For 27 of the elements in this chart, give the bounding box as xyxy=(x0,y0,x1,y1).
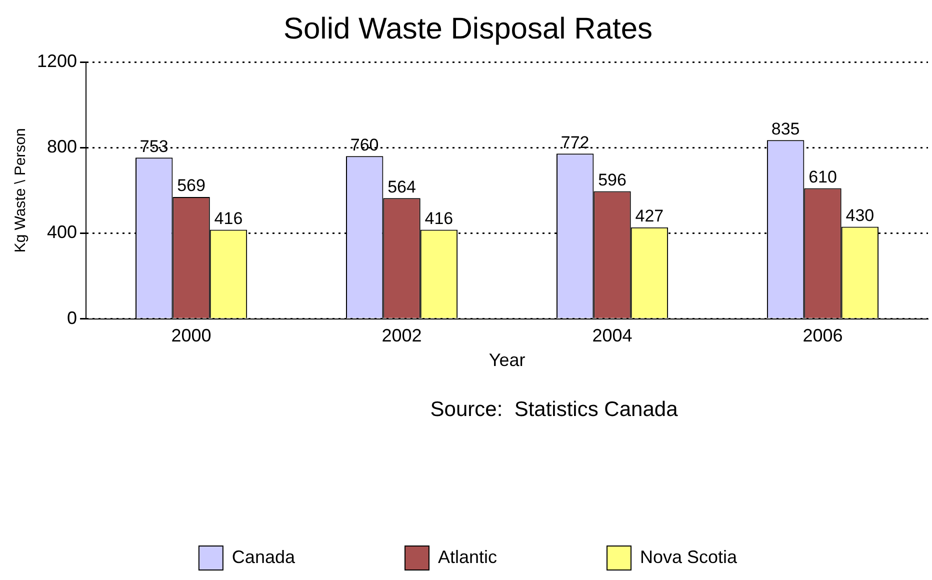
chart-title: Solid Waste Disposal Rates xyxy=(283,12,653,46)
x-axis-title: Year xyxy=(488,350,526,370)
data-label: 416 xyxy=(214,208,243,228)
y-tick-label: 400 xyxy=(46,222,78,242)
data-label: 835 xyxy=(771,119,800,138)
legend-label: Atlantic xyxy=(438,546,498,567)
data-label: 610 xyxy=(808,167,837,186)
y-axis-title: Kg Waste \ Person xyxy=(12,128,30,253)
x-tick-label: 2004 xyxy=(592,326,632,346)
data-label: 430 xyxy=(846,206,874,225)
data-label: 772 xyxy=(560,132,590,152)
data-label: 564 xyxy=(388,177,416,196)
source-note: Source: Statistics Canada xyxy=(430,398,678,421)
x-tick-label: 2006 xyxy=(802,326,843,346)
data-label: 760 xyxy=(350,135,379,154)
data-label: 416 xyxy=(424,208,454,228)
data-label: 753 xyxy=(140,136,168,156)
y-tick-label: 800 xyxy=(46,136,78,157)
data-label: 569 xyxy=(177,176,206,196)
legend-label: Nova Scotia xyxy=(640,546,738,567)
legend-label: Canada xyxy=(232,546,296,567)
x-tick-label: 2002 xyxy=(382,326,422,346)
data-label: 596 xyxy=(598,170,626,190)
y-tick-label: 1200 xyxy=(36,50,78,71)
data-label: 427 xyxy=(635,206,664,226)
y-tick-label: 0 xyxy=(67,308,78,328)
x-tick-label: 2000 xyxy=(171,326,212,346)
